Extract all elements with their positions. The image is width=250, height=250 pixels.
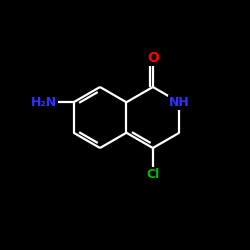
Text: Cl: Cl <box>146 168 160 181</box>
Text: NH: NH <box>169 96 190 109</box>
Text: H₂N: H₂N <box>31 96 57 109</box>
Text: O: O <box>147 51 159 65</box>
